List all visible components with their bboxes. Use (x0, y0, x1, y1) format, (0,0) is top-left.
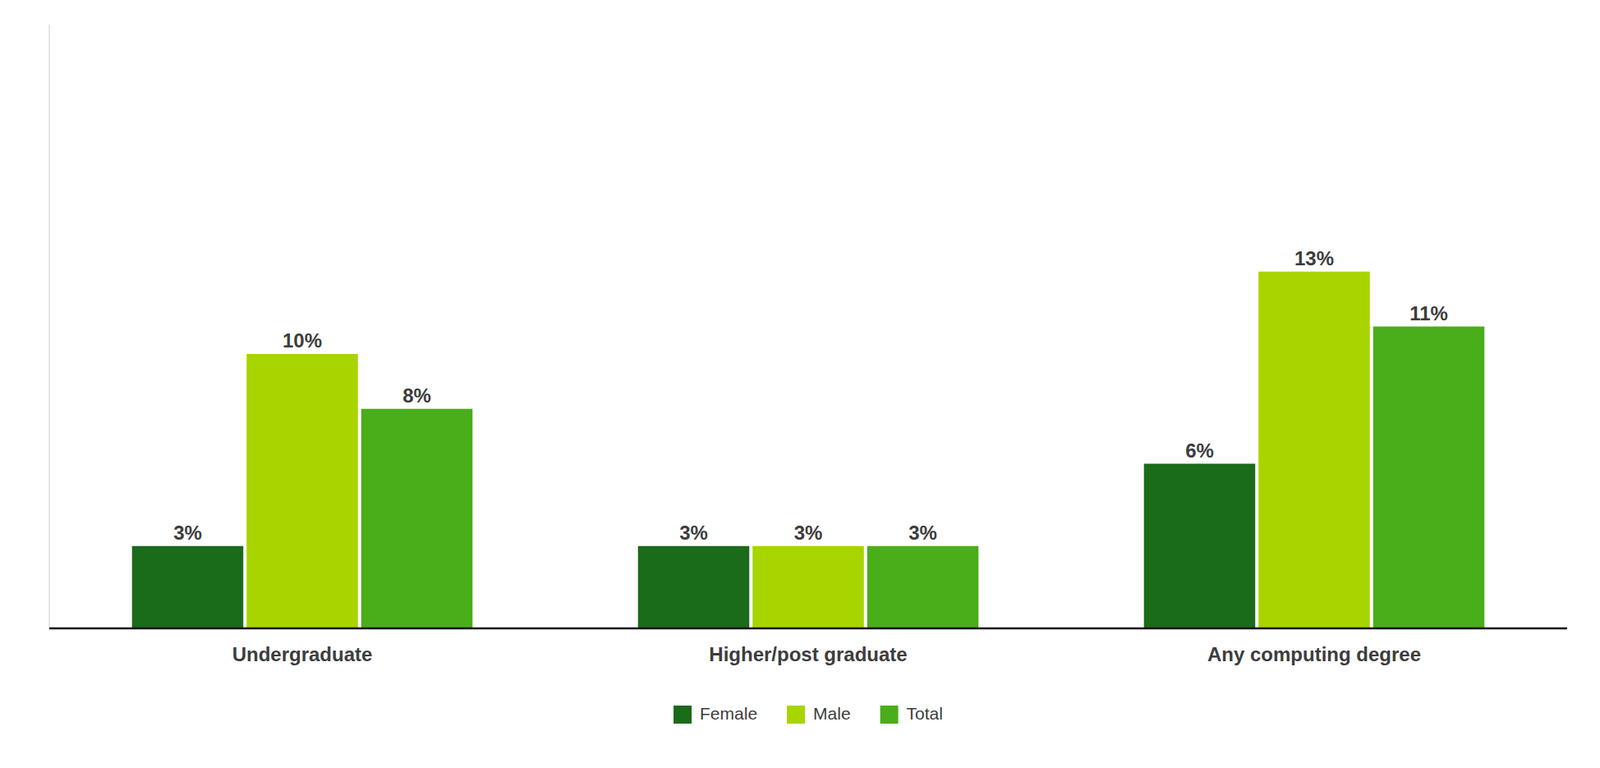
legend-item: Total (880, 703, 943, 724)
data-label: 8% (402, 384, 432, 407)
legend-swatch (786, 705, 805, 724)
legend-swatch (673, 705, 692, 724)
legend-swatch (880, 705, 899, 724)
bar (867, 546, 980, 629)
chart-container: 3% 3% 6% 10% 3% 13% 8% 3% 11% Undergraduate Higher… (0, 0, 1600, 768)
legend-label: Female (699, 703, 758, 723)
legend-item: Male (786, 703, 851, 724)
bar (361, 409, 474, 629)
bar (1373, 326, 1486, 630)
data-labels: 3% 3% 6% 10% 3% 13% 8% 3% 11% (173, 247, 1449, 544)
bar (752, 546, 865, 629)
data-label: 10% (282, 329, 322, 352)
y-axis-line (49, 24, 51, 629)
data-label: 3% (908, 521, 938, 544)
legend-item: Female (673, 703, 758, 724)
data-label: 3% (173, 521, 203, 544)
legend-label: Male (813, 703, 851, 723)
x-axis-line (49, 627, 1568, 630)
x-tick-label: Undergraduate (232, 643, 373, 666)
bar (246, 354, 359, 629)
data-label: 11% (1409, 302, 1449, 325)
bar (1258, 271, 1371, 629)
data-label: 3% (679, 521, 709, 544)
x-tick-label: Higher/post graduate (708, 643, 907, 666)
data-label: 13% (1294, 247, 1334, 270)
chart-svg: 3% 3% 6% 10% 3% 13% 8% 3% 11% Undergraduate Higher… (0, 0, 1600, 768)
bar (132, 546, 244, 629)
data-label: 6% (1185, 439, 1214, 462)
bar (638, 546, 750, 629)
legend: Female Male Total (673, 703, 943, 724)
data-label: 3% (794, 521, 823, 544)
legend-label: Total (906, 703, 943, 723)
x-tick-label: Any computing degree (1207, 643, 1421, 666)
bar (1144, 464, 1256, 629)
bars (132, 271, 1486, 629)
